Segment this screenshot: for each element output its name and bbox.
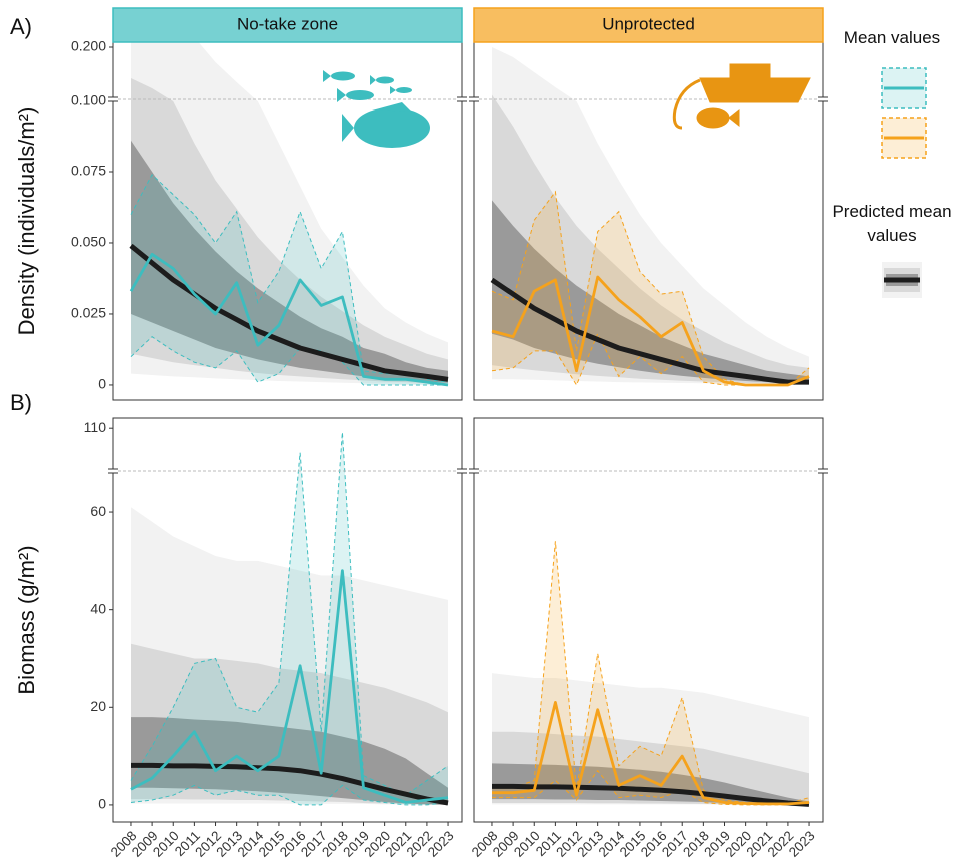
strip-title: Unprotected xyxy=(602,14,695,33)
y-axis-title: Biomass (g/m²) xyxy=(14,545,39,694)
y-tick-label: 0.050 xyxy=(71,234,106,250)
y-tick-label: 0.075 xyxy=(71,163,106,179)
y-tick-label: 0 xyxy=(98,796,106,812)
legend-title-predicted: Predicted mean values xyxy=(812,200,972,248)
y-tick-label: 0.200 xyxy=(71,38,106,54)
axis-break-gap xyxy=(469,97,479,101)
panel xyxy=(113,418,462,822)
strip-title: No-take zone xyxy=(237,14,338,33)
axis-break-gap xyxy=(818,97,828,101)
y-tick-label: 0 xyxy=(98,376,106,392)
axis-break-gap xyxy=(818,469,828,473)
y-tick-label: 110 xyxy=(84,419,107,435)
chart: No-take zone 0 0.025 0.050 0.075 0.100 0.200 A)… xyxy=(0,0,980,868)
panel-label: B) xyxy=(10,390,32,415)
axis-break-gap xyxy=(457,97,467,101)
panel-label: A) xyxy=(10,14,32,39)
axis-break-gap xyxy=(469,469,479,473)
y-tick-label: 0.025 xyxy=(71,305,106,321)
axis-break-gap xyxy=(108,97,118,101)
y-tick-label: 60 xyxy=(90,503,106,519)
axis-break-gap xyxy=(108,469,118,473)
y-axis-title: Density (individuals/m²) xyxy=(14,107,39,336)
y-tick-label: 20 xyxy=(90,698,106,714)
axis-break-gap xyxy=(457,469,467,473)
y-tick-label: 0.100 xyxy=(71,92,106,108)
legend-title-mean: Mean values xyxy=(812,26,972,50)
y-tick-label: 40 xyxy=(90,600,106,616)
panel xyxy=(113,22,462,400)
figure: No-take zone 0 0.025 0.050 0.075 0.100 0.200 A)… xyxy=(0,0,980,868)
panel xyxy=(474,418,823,822)
